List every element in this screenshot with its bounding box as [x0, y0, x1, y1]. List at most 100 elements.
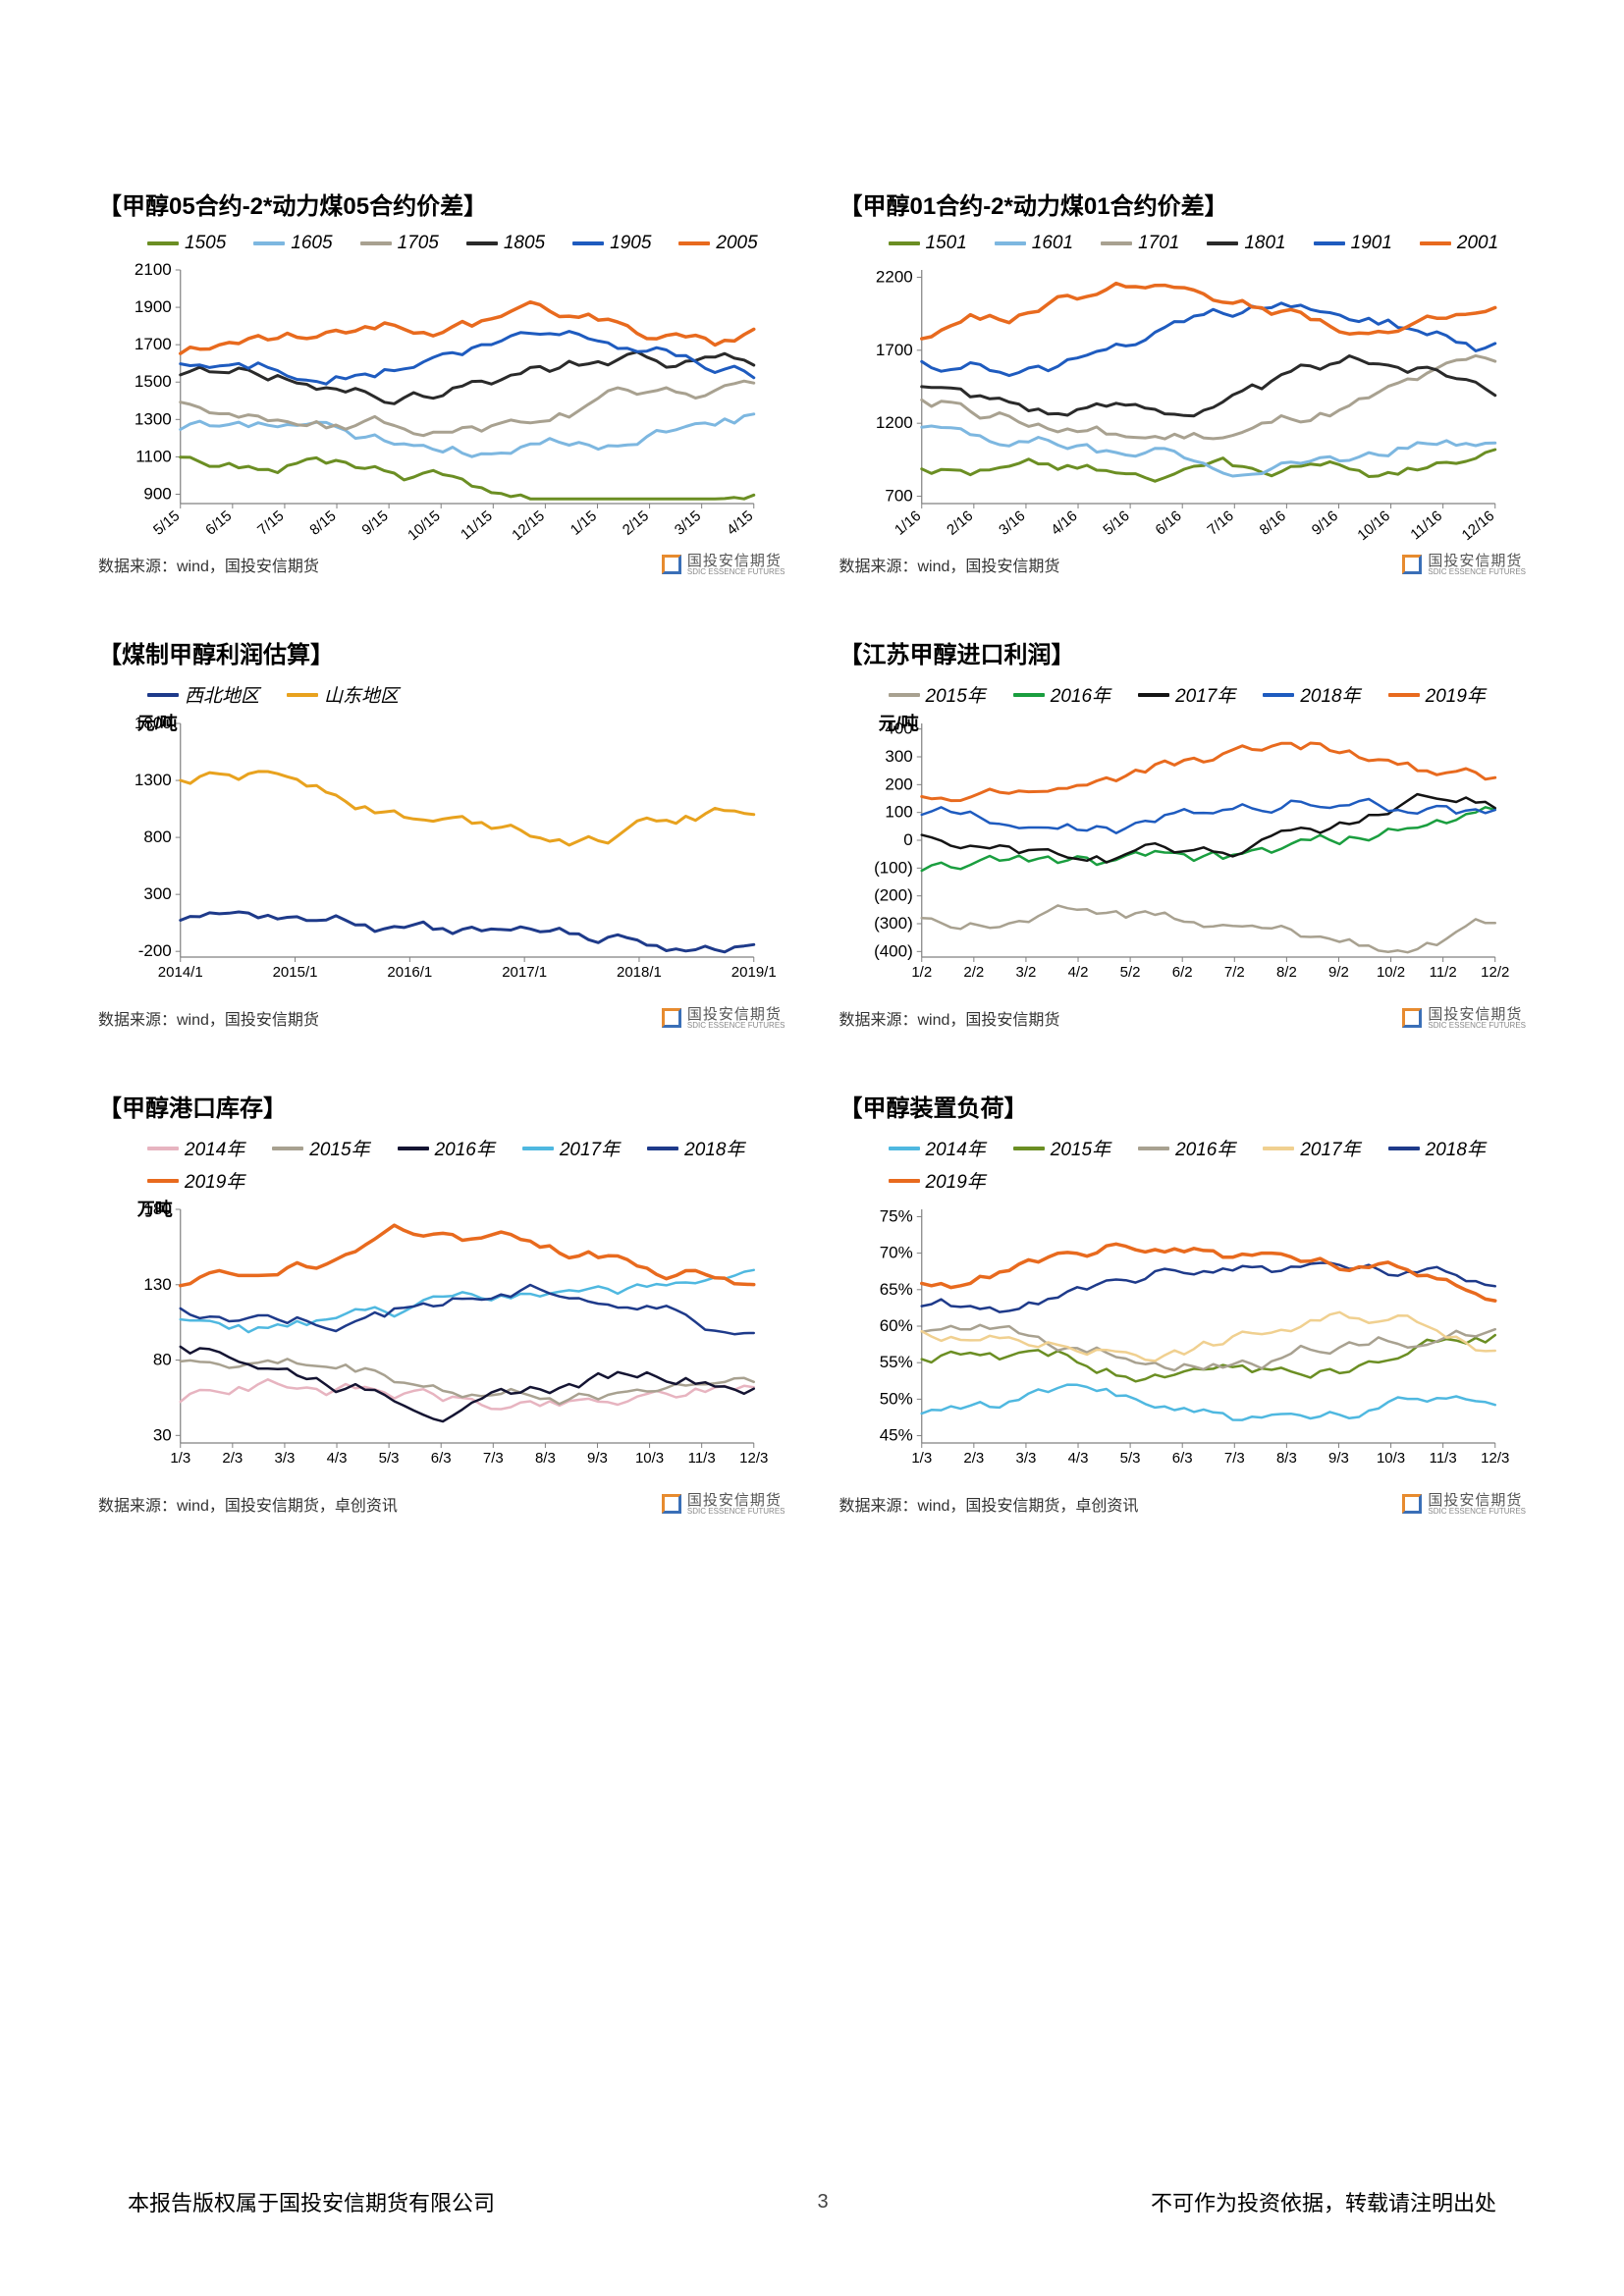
svg-text:1/2: 1/2: [911, 964, 932, 981]
svg-text:2/16: 2/16: [944, 507, 976, 539]
svg-text:1/3: 1/3: [170, 1450, 190, 1467]
legend-swatch: [1013, 1147, 1045, 1150]
chart-title: 【甲醇港口库存】: [98, 1089, 785, 1123]
svg-text:万吨: 万吨: [136, 1199, 173, 1219]
svg-text:12/3: 12/3: [1481, 1450, 1509, 1467]
svg-text:11/16: 11/16: [1407, 507, 1445, 543]
svg-text:10/15: 10/15: [405, 507, 444, 544]
chart-source-row: 数据来源：wind，国投安信期货 国投安信期货 SDIC ESSENCE FUT…: [98, 1006, 785, 1030]
legend-label: 2019年: [1426, 681, 1486, 708]
legend-label: 2015年: [926, 681, 986, 708]
legend-item: 1705: [360, 233, 439, 254]
legend-item: 1801: [1207, 233, 1285, 254]
legend-label: 1501: [926, 233, 967, 254]
legend-swatch: [1388, 1147, 1420, 1150]
legend-label: 1605: [291, 233, 332, 254]
legend-swatch: [889, 1147, 920, 1150]
svg-text:6/16: 6/16: [1152, 507, 1184, 539]
legend-label: 2017年: [1175, 681, 1235, 708]
brand-text: 国投安信期货 SDIC ESSENCE FUTURES: [687, 554, 785, 576]
svg-text:8/3: 8/3: [1275, 1450, 1296, 1467]
svg-text:1300: 1300: [135, 771, 172, 789]
svg-text:10/16: 10/16: [1354, 507, 1393, 544]
svg-text:80: 80: [153, 1351, 172, 1369]
chart-source-row: 数据来源：wind，国投安信期货 国投安信期货 SDIC ESSENCE FUT…: [98, 553, 785, 576]
svg-text:1200: 1200: [875, 413, 912, 432]
legend-item: 2016年: [1013, 681, 1110, 708]
svg-text:55%: 55%: [879, 1353, 912, 1371]
legend-label: 2018年: [1426, 1135, 1486, 1161]
brand-icon: [662, 555, 681, 574]
svg-text:12/2: 12/2: [1481, 964, 1509, 981]
svg-text:2014/1: 2014/1: [158, 964, 203, 981]
chart-c6: 【甲醇装置负荷】2014年2015年2016年2017年2018年2019年45…: [839, 1089, 1527, 1516]
svg-text:45%: 45%: [879, 1426, 912, 1445]
legend-label: 2001: [1457, 233, 1498, 254]
svg-text:2200: 2200: [875, 267, 912, 286]
legend-label: 1701: [1138, 233, 1179, 254]
svg-text:2/2: 2/2: [963, 964, 984, 981]
brand-text: 国投安信期货 SDIC ESSENCE FUTURES: [687, 1493, 785, 1516]
charts-grid: 【甲醇05合约-2*动力煤05合约价差】15051605170518051905…: [98, 187, 1526, 1516]
svg-text:10/3: 10/3: [635, 1450, 664, 1467]
legend-item: 1605: [253, 233, 332, 254]
legend-label: 2014年: [185, 1135, 244, 1161]
svg-text:2/3: 2/3: [963, 1450, 984, 1467]
svg-text:1/16: 1/16: [892, 507, 924, 539]
legend-swatch: [678, 241, 710, 245]
legend-label: 西北地区: [185, 681, 259, 708]
legend-swatch: [466, 241, 498, 245]
legend-swatch: [287, 693, 318, 697]
legend-item: 1601: [995, 233, 1073, 254]
chart-legend: 2014年2015年2016年2017年2018年2019年: [98, 1131, 785, 1201]
legend-label: 1705: [398, 233, 439, 254]
chart-title: 【甲醇05合约-2*动力煤05合约价差】: [98, 187, 785, 221]
svg-text:12/3: 12/3: [739, 1450, 768, 1467]
svg-text:7/2: 7/2: [1223, 964, 1244, 981]
chart-title: 【煤制甲醇利润估算】: [98, 635, 785, 669]
chart-c1: 【甲醇05合约-2*动力煤05合约价差】15051605170518051905…: [98, 187, 785, 576]
svg-text:(300): (300): [874, 914, 913, 933]
svg-text:1700: 1700: [135, 335, 172, 353]
chart-plot: 9001100130015001700190021005/156/157/158…: [98, 262, 785, 547]
chart-plot: 45%50%55%60%65%70%75%1/32/33/34/35/36/37…: [839, 1201, 1527, 1486]
legend-swatch: [1013, 693, 1045, 697]
legend-item: 山东地区: [287, 681, 399, 708]
svg-text:1300: 1300: [135, 409, 172, 428]
svg-text:4/15: 4/15: [724, 507, 756, 539]
svg-text:300: 300: [885, 747, 912, 766]
legend-item: 1501: [889, 233, 967, 254]
legend-swatch: [889, 1179, 920, 1183]
brand-text: 国投安信期货 SDIC ESSENCE FUTURES: [1428, 1493, 1526, 1516]
svg-text:10/2: 10/2: [1376, 964, 1404, 981]
legend-swatch: [1263, 693, 1294, 697]
legend-swatch: [1263, 1147, 1294, 1150]
svg-text:11/15: 11/15: [458, 507, 496, 543]
legend-item: 2014年: [889, 1135, 986, 1161]
legend-swatch: [253, 241, 285, 245]
svg-text:5/2: 5/2: [1119, 964, 1140, 981]
legend-swatch: [1207, 241, 1238, 245]
svg-text:4/16: 4/16: [1048, 507, 1080, 539]
legend-item: 西北地区: [147, 681, 259, 708]
svg-text:3/3: 3/3: [1015, 1450, 1036, 1467]
svg-text:11/3: 11/3: [688, 1450, 716, 1467]
legend-swatch: [1420, 241, 1451, 245]
chart-source-row: 数据来源：wind，国投安信期货，卓创资讯 国投安信期货 SDIC ESSENC…: [98, 1492, 785, 1516]
svg-text:1700: 1700: [875, 341, 912, 359]
svg-text:7/3: 7/3: [1223, 1450, 1244, 1467]
svg-text:700: 700: [885, 487, 912, 506]
chart-source: 数据来源：wind，国投安信期货: [839, 1006, 1060, 1030]
legend-item: 1701: [1101, 233, 1179, 254]
legend-label: 2019年: [185, 1167, 244, 1194]
legend-item: 1805: [466, 233, 545, 254]
chart-source: 数据来源：wind，国投安信期货: [98, 1006, 319, 1030]
svg-text:2016/1: 2016/1: [387, 964, 432, 981]
svg-text:4/3: 4/3: [1067, 1450, 1088, 1467]
page-footer: 本报告版权属于国投安信期货有限公司 3 不可作为投资依据，转载请注明出处: [0, 2186, 1624, 2217]
legend-label: 2016年: [1051, 681, 1110, 708]
footer-left: 本报告版权属于国投安信期货有限公司: [128, 2186, 495, 2217]
watermark: 国投安信期货 SDIC ESSENCE FUTURES: [662, 554, 785, 576]
svg-text:7/3: 7/3: [483, 1450, 504, 1467]
brand-icon: [662, 1008, 681, 1028]
